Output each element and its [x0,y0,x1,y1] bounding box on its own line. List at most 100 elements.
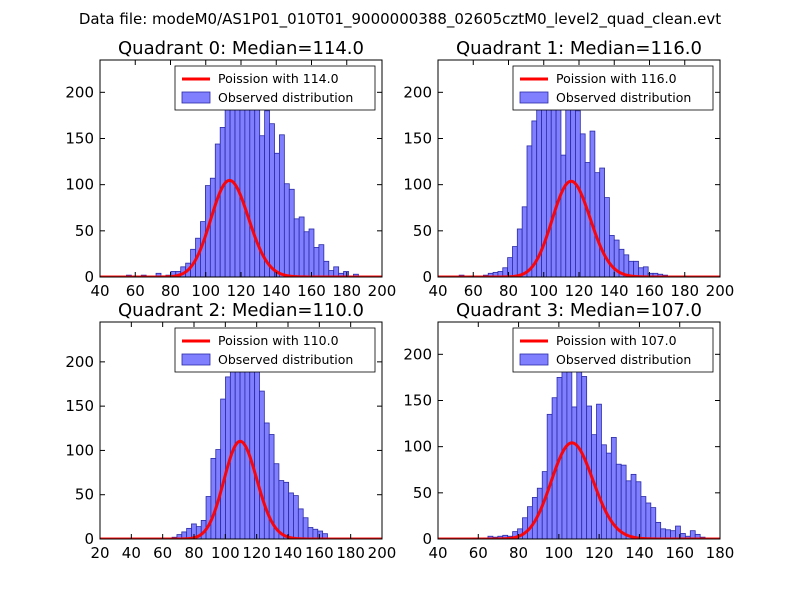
y-tick-label: 150 [65,397,94,415]
histogram-bar [279,134,285,277]
histogram-bar [249,343,256,539]
histogram-bar [522,517,528,539]
y-tick-label: 200 [65,353,94,371]
poisson-curve [100,439,382,539]
histogram-bar [694,533,701,539]
x-tick-label: 120 [242,544,271,562]
histogram-bar [601,444,607,539]
x-tick-label: 180 [706,544,735,562]
x-tick-label: 60 [126,282,145,300]
y-tick-label: 150 [403,129,432,147]
histogram-bar [302,517,309,539]
x-tick-label: 60 [153,544,172,562]
histogram-bar [220,398,226,539]
histogram-bar [288,188,295,277]
y-tick-label: 150 [65,129,94,147]
histogram-bar [640,496,647,539]
legend-label-observed: Observed distribution [218,90,353,105]
y-tick-label: 50 [413,484,432,502]
figure-title: Data file: modeM0/AS1P01_010T01_90000003… [79,10,721,29]
legend: Poission with 110.0 Observed distribution [174,327,376,373]
y-tick-label: 0 [84,268,94,286]
x-tick-label: 60 [469,544,488,562]
y-tick-label: 0 [84,530,94,548]
subplot-quadrant-2: Quadrant 2: Median=110.020 40 60 80 100 120 14… [65,300,396,562]
x-tick-label: 180 [332,282,361,300]
plot-area [438,67,720,277]
x-tick-label: 160 [635,282,664,300]
histogram-bar [333,266,340,277]
histogram-bar [298,216,305,277]
x-tick-label: 160 [297,282,326,300]
x-tick-label: 140 [600,282,629,300]
histogram-bar [303,231,310,277]
histogram-bar [675,525,681,539]
subplot-quadrant-3: Quadrant 3: Median=107.0 40 60 80 100 120 140 1… [403,300,734,562]
x-tick-label: 180 [336,544,365,562]
x-tick-label: 80 [509,544,528,562]
x-tick-label: 40 [428,282,447,300]
legend-bar-swatch [519,91,549,104]
histogram-bar [630,473,637,539]
legend: Poission with 116.0 Observed distribution [512,65,714,111]
histogram-bar [594,172,601,277]
histogram-bar [566,367,573,539]
histogram-bar [604,197,610,277]
subplot-title: Quadrant 1: Median=116.0 [456,38,702,59]
legend-label-poisson: Poission with 116.0 [556,71,677,86]
x-tick-label: 80 [161,282,180,300]
x-tick-label: 100 [529,282,558,300]
x-tick-label: 100 [545,544,574,562]
subplot-quadrant-0: Quadrant 0: Median=114.0 40 60 80 100 120 140 1… [65,38,396,300]
histogram-bar [605,452,612,539]
histogram-bar [571,406,578,539]
legend-label-poisson: Poission with 114.0 [218,71,339,86]
x-tick-label: 40 [122,544,141,562]
histogram-bar [307,527,314,539]
histogram-bar [521,206,528,277]
histogram-bar [560,154,567,277]
histogram-bar [288,492,294,539]
x-tick-label: 160 [305,544,334,562]
legend-label-observed: Observed distribution [218,352,353,367]
x-tick-label: 200 [368,282,397,300]
histogram-bar [264,110,270,277]
histogram-bar [205,496,212,539]
histogram-bar [599,167,605,277]
histogram-bar [650,507,657,539]
x-tick-label: 200 [706,282,735,300]
x-tick-label: 140 [262,282,291,300]
subplot-title: Quadrant 3: Median=107.0 [456,300,702,321]
axes-frame [437,321,721,540]
histogram-bar [570,80,576,277]
histogram-bar [645,502,652,539]
legend-bar-swatch [181,353,211,366]
x-tick-label: 120 [565,282,594,300]
x-tick-label: 200 [368,544,397,562]
y-tick-label: 150 [403,391,432,409]
histogram-bar [318,244,325,277]
subplot-title: Quadrant 0: Median=114.0 [118,38,364,59]
histogram-bar [214,143,221,277]
histogram-bar [633,260,639,277]
histogram-bar [620,464,627,539]
y-tick-label: 200 [403,345,432,363]
histogram-bar [224,105,231,277]
histogram-bar [293,218,300,277]
legend: Poission with 114.0 Observed distribution [174,65,376,111]
x-tick-label: 180 [670,282,699,300]
x-tick-label: 20 [90,544,109,562]
histogram-bar [527,506,533,539]
x-tick-label: 80 [499,282,518,300]
histogram-bar [516,228,523,277]
y-tick-label: 50 [413,222,432,240]
histogram-bar [278,480,285,539]
subplot-grid: Quadrant 0: Median=114.0 40 60 80 100 120 140 1… [65,38,734,562]
y-tick-label: 0 [422,268,432,286]
histogram-bar [609,235,615,277]
histogram-bar [209,177,216,277]
histogram-bar [274,152,280,277]
x-tick-label: 60 [464,282,483,300]
plot-area [100,68,382,277]
